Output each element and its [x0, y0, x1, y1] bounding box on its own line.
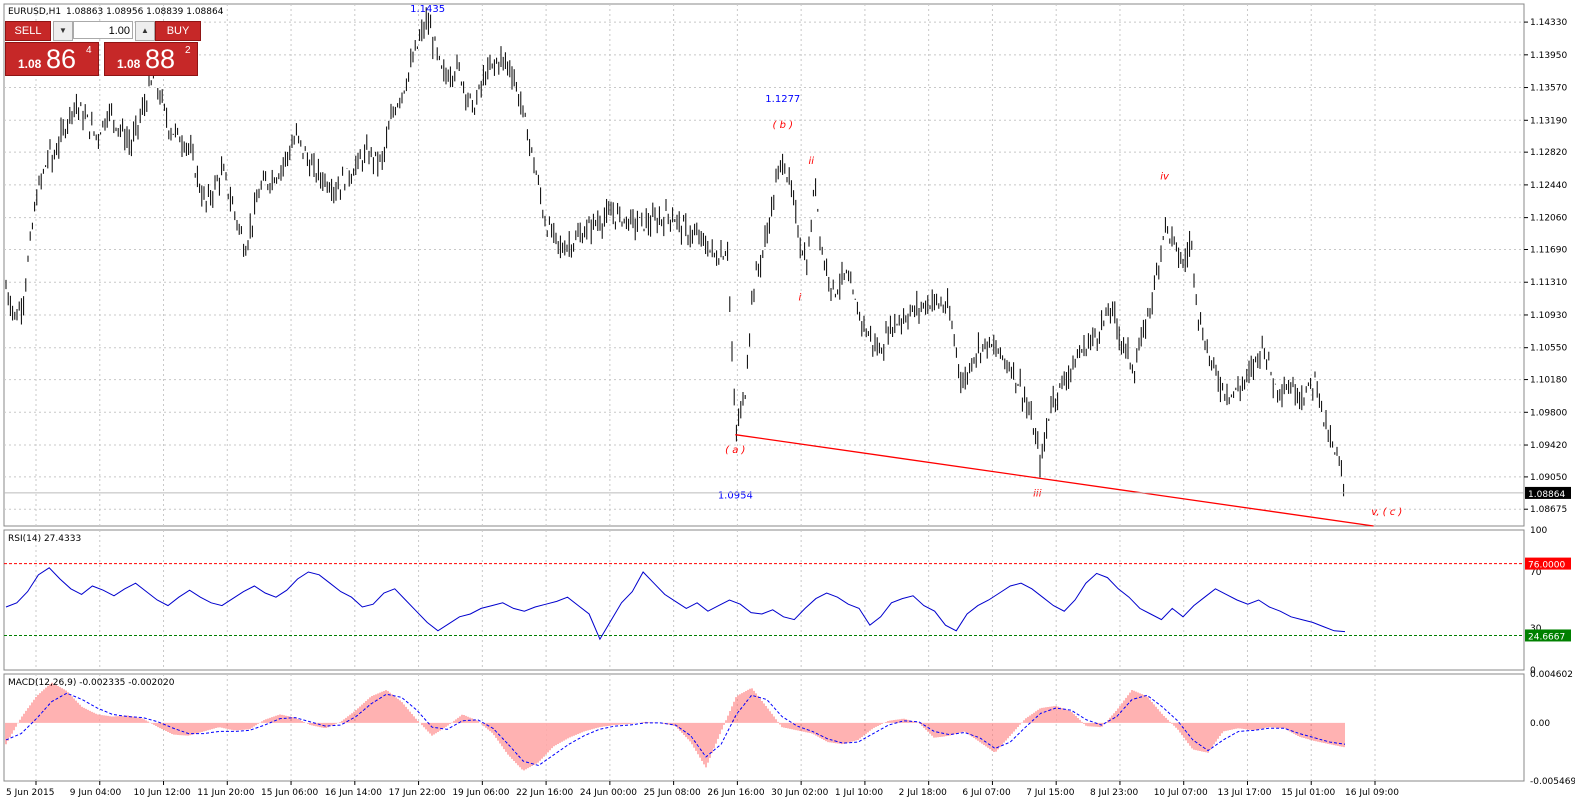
y-tick-label: 1.08675: [1530, 505, 1567, 515]
macd-y-label: 0.004602: [1530, 670, 1573, 680]
buy-button[interactable]: BUY: [155, 21, 201, 41]
rsi-line: [5, 567, 1346, 641]
rsi-y-label: 0: [1530, 666, 1536, 676]
x-tick-label: 16 Jul 09:00: [1345, 788, 1399, 798]
rsi-title: RSI(14) 27.4333: [8, 534, 81, 544]
y-tick-label: 1.10180: [1530, 376, 1567, 386]
sell-price-fraction: 4: [86, 45, 92, 56]
y-tick-label: 1.13950: [1530, 51, 1567, 61]
rsi-level-tag: [1525, 557, 1571, 570]
y-tick-label: 1.13570: [1530, 84, 1567, 94]
panel-frame-rsi: [3, 529, 1525, 671]
rsi-y-label: 70: [1530, 568, 1542, 578]
x-tick-label: 24 Jun 00:00: [580, 788, 637, 798]
rsi-level-tag: [1525, 629, 1571, 642]
wave-label: i: [799, 292, 802, 303]
y-tick-label: 1.10550: [1530, 344, 1567, 354]
y-tick-label: 1.12060: [1530, 214, 1567, 224]
trendline: [735, 434, 1374, 527]
sell-price-button[interactable]: 1.08 86 4: [5, 42, 99, 76]
x-tick-label: 11 Jun 20:00: [197, 788, 254, 798]
wave-label: iii: [1033, 489, 1042, 500]
wave-label: ( b ): [773, 120, 794, 131]
x-tick-label: 22 Jun 16:00: [516, 788, 573, 798]
sell-price-pips: 86: [46, 44, 77, 74]
rsi-y-label: 100: [1530, 526, 1547, 536]
x-tick-label: 19 Jun 06:00: [452, 788, 509, 798]
current-price-tag: [1525, 486, 1571, 499]
triangle-up-icon[interactable]: ▲: [135, 21, 155, 41]
sell-button[interactable]: SELL: [5, 21, 51, 41]
rsi-level-value: 24.6667: [1528, 632, 1565, 642]
x-tick-label: 25 Jun 08:00: [644, 788, 701, 798]
one-click-trading-panel: SELL ▼ 1.00 ▲ BUY 1.08 86 4 1.08 88 2: [5, 20, 201, 76]
rsi-y-label: 30: [1530, 624, 1542, 634]
lot-size-input[interactable]: 1.00: [73, 21, 133, 39]
price-bars: [5, 7, 1345, 497]
y-tick-label: 1.12440: [1530, 181, 1567, 191]
buy-price-pips: 88: [145, 44, 176, 74]
y-tick-label: 1.12820: [1530, 148, 1567, 158]
x-tick-label: 26 Jun 16:00: [707, 788, 764, 798]
wave-label: v, ( c ): [1371, 507, 1402, 518]
wave-label: ( a ): [725, 445, 745, 456]
y-tick-label: 1.14330: [1530, 18, 1567, 28]
y-tick-label: 1.09800: [1530, 408, 1567, 418]
chart-ohlc-values: 1.08863 1.08956 1.08839 1.08864: [66, 7, 224, 17]
macd-title: MACD(12,26,9) -0.002335 -0.002020: [8, 678, 175, 688]
y-tick-label: 1.13190: [1530, 116, 1567, 126]
x-tick-label: 9 Jun 04:00: [70, 788, 122, 798]
x-tick-label: 30 Jun 02:00: [771, 788, 828, 798]
macd-histogram: [5, 682, 1345, 771]
x-tick-label: 2 Jul 18:00: [899, 788, 948, 798]
x-tick-label: 15 Jun 06:00: [261, 788, 318, 798]
y-tick-label: 1.09050: [1530, 473, 1567, 483]
chart-symbol-timeframe: EURUSD,H1: [8, 7, 61, 17]
price-label: 1.1277: [765, 94, 800, 105]
macd-y-label: 0.00: [1530, 719, 1550, 729]
x-tick-label: 1 Jul 10:00: [835, 788, 884, 798]
wave-label: iv: [1160, 172, 1170, 183]
rsi-level-value: 76.0000: [1528, 561, 1565, 571]
price-label: 1.0954: [718, 490, 753, 501]
x-tick-label: 15 Jul 01:00: [1281, 788, 1335, 798]
x-tick-label: 8 Jul 23:00: [1090, 788, 1139, 798]
y-tick-label: 1.10930: [1530, 311, 1567, 321]
buy-price-prefix: 1.08: [117, 57, 141, 71]
triangle-down-icon[interactable]: ▼: [53, 21, 73, 41]
y-tick-label: 1.11690: [1530, 245, 1567, 255]
price-label: 1.1435: [410, 4, 445, 15]
x-tick-label: 7 Jul 15:00: [1026, 788, 1075, 798]
buy-price-button[interactable]: 1.08 88 2: [104, 42, 198, 76]
x-tick-label: 17 Jun 22:00: [389, 788, 446, 798]
current-price-value: 1.08864: [1528, 490, 1565, 500]
macd-y-label: -0.005469: [1530, 777, 1575, 787]
buy-price-fraction: 2: [185, 45, 191, 56]
x-tick-label: 13 Jul 17:00: [1217, 788, 1271, 798]
y-tick-label: 1.11310: [1530, 278, 1567, 288]
wave-label: ii: [809, 156, 815, 167]
x-tick-label: 16 Jun 14:00: [325, 788, 382, 798]
panel-frame-main: [3, 3, 1525, 527]
x-tick-label: 10 Jun 12:00: [134, 788, 191, 798]
x-tick-label: 10 Jul 07:00: [1154, 788, 1208, 798]
sell-price-prefix: 1.08: [18, 57, 42, 71]
x-tick-label: 5 Jun 2015: [6, 788, 54, 798]
macd-signal-line: [5, 692, 1346, 767]
y-tick-label: 1.09420: [1530, 441, 1567, 451]
x-tick-label: 6 Jul 07:00: [962, 788, 1011, 798]
